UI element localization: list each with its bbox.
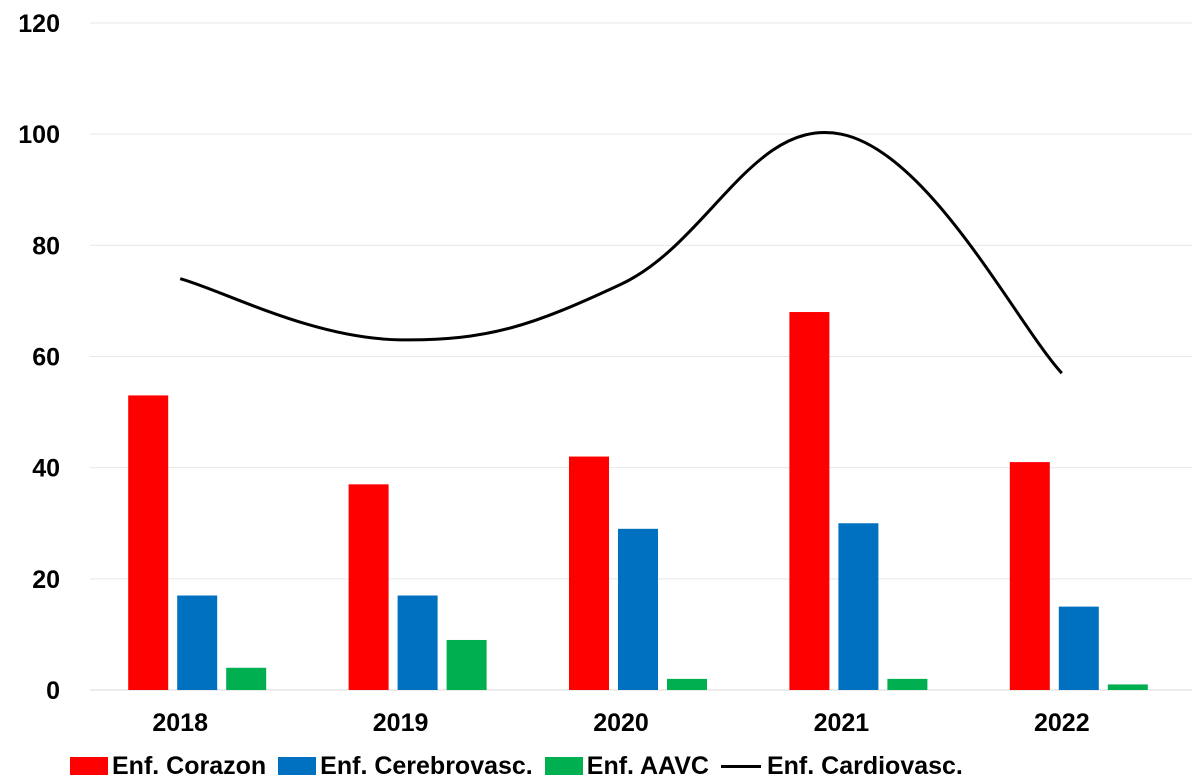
bar-enf-cerebrovasc--2020 bbox=[618, 528, 658, 690]
bar-enf-aavc-2022 bbox=[1107, 684, 1148, 690]
legend-item-cardiovasc: Enf. Cardiovasc. bbox=[720, 751, 963, 781]
y-tick-label-60: 60 bbox=[32, 344, 60, 372]
x-tick-label-2020: 2020 bbox=[593, 709, 649, 737]
bar-enf-corazon-2021 bbox=[789, 312, 830, 690]
bar-enf-corazon-2018 bbox=[128, 395, 169, 690]
y-tick-label-0: 0 bbox=[46, 677, 60, 705]
legend-label-corazon: Enf. Corazon bbox=[112, 751, 267, 780]
y-tick-label-120: 120 bbox=[18, 10, 60, 38]
bar-enf-aavc-2021 bbox=[887, 678, 928, 690]
x-axis-ticks: 2018 2019 2020 2021 2022 bbox=[152, 709, 1089, 737]
x-tick-label-2019: 2019 bbox=[373, 709, 429, 737]
bar-enf-aavc-2019 bbox=[446, 639, 487, 690]
legend-line-cardiovasc bbox=[720, 764, 761, 768]
bars bbox=[128, 312, 1148, 690]
legend-item-cerebrovasc: Enf. Cerebrovasc. bbox=[278, 752, 533, 781]
bar-enf-cerebrovasc--2021 bbox=[838, 523, 879, 690]
legend: Enf. Corazon Enf. Cerebrovasc. Enf. AAVC… bbox=[70, 748, 975, 784]
bar-enf-corazon-2019 bbox=[348, 484, 389, 690]
bar-enf-cerebrovasc--2022 bbox=[1058, 606, 1099, 690]
x-tick-label-2021: 2021 bbox=[814, 709, 870, 737]
legend-swatch-corazon bbox=[70, 757, 108, 775]
y-tick-label-40: 40 bbox=[32, 455, 60, 483]
bar-enf-aavc-2018 bbox=[226, 667, 267, 690]
chart: 0 20 40 60 80 100 120 2018 2019 2020 2021 2022 bbox=[18, 10, 1192, 737]
x-tick-label-2022: 2022 bbox=[1034, 709, 1090, 737]
bar-enf-corazon-2020 bbox=[569, 456, 609, 690]
cardiovasc-line-group bbox=[179, 131, 1063, 375]
y-tick-label-20: 20 bbox=[32, 566, 60, 594]
x-tick-label-2018: 2018 bbox=[152, 709, 208, 737]
bar-enf-cerebrovasc--2019 bbox=[397, 595, 438, 690]
y-tick-label-100: 100 bbox=[18, 121, 60, 149]
bar-enf-aavc-2020 bbox=[667, 678, 707, 690]
legend-item-aavc: Enf. AAVC bbox=[544, 751, 709, 781]
legend-swatch-aavc bbox=[544, 757, 583, 775]
y-axis-ticks: 0 20 40 60 80 100 120 bbox=[18, 10, 60, 705]
legend-swatch-cerebrovasc bbox=[278, 757, 317, 775]
legend-item-corazon: Enf. Corazon bbox=[70, 752, 266, 781]
bar-enf-cerebrovasc--2018 bbox=[177, 595, 218, 690]
y-tick-label-80: 80 bbox=[32, 232, 60, 260]
legend-label-cardiovasc: Enf. Cardiovasc. bbox=[766, 751, 963, 780]
bar-enf-corazon-2022 bbox=[1009, 462, 1050, 690]
legend-label-aavc: Enf. AAVC bbox=[586, 751, 709, 780]
legend-label-cerebrovasc: Enf. Cerebrovasc. bbox=[320, 751, 533, 780]
line-cardiovasc bbox=[179, 131, 1063, 375]
gridlines bbox=[90, 22, 1192, 691]
